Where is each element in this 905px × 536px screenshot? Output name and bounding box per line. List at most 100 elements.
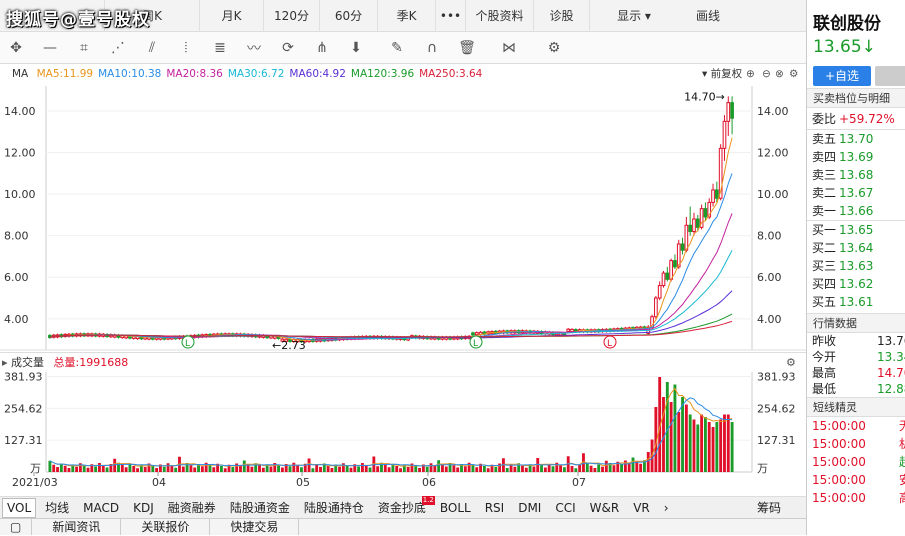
tab-related-quotes[interactable]: 关联报价 — [121, 519, 211, 535]
adjust-dropdown[interactable]: ▾ 前复权 — [702, 68, 743, 80]
volume-bar — [669, 402, 673, 472]
order-row[interactable]: 买二 13.64 — [812, 241, 874, 255]
rect-tool-icon[interactable]: ⌗ — [80, 40, 88, 56]
candle-body — [661, 272, 666, 287]
cycle-tool-icon[interactable]: ⟳ — [282, 40, 294, 56]
volume-bar — [601, 466, 604, 472]
indicator-tab[interactable]: W&R — [589, 500, 620, 515]
vol-gear-icon[interactable]: ⚙ — [786, 356, 796, 369]
indicator-tab[interactable]: 融资融券 — [167, 500, 216, 515]
order-row[interactable]: 卖一 13.66 — [812, 204, 874, 218]
indicator-tab[interactable]: MACD — [83, 500, 120, 515]
line-tool-icon[interactable]: — — [43, 40, 57, 56]
tab-60min[interactable]: 60分 — [320, 0, 378, 32]
indicator-tab[interactable]: 陆股通资金 — [229, 500, 290, 515]
indicator-tab[interactable]: VOL — [2, 497, 37, 518]
zoom-out-icon[interactable]: ⊖ — [762, 68, 771, 80]
volume-bar — [456, 467, 460, 472]
volume-bar — [94, 466, 98, 472]
eraser-tool-icon[interactable]: ✎ — [391, 40, 403, 56]
quote-header[interactable]: 行情数据 — [807, 313, 905, 333]
fan-tool-icon[interactable]: ⋰ — [111, 40, 125, 56]
indicator-tab[interactable]: DMI — [518, 500, 542, 515]
order-row[interactable]: 买三 13.63 — [812, 259, 874, 273]
indicator-tab[interactable]: BOLL — [439, 500, 471, 515]
sprite-header[interactable]: 短线精灵 — [807, 397, 905, 417]
indicator-tab[interactable]: 陆股通持仓 — [303, 500, 364, 515]
indicator-tab[interactable]: 资金抄底 1.2 — [377, 495, 435, 515]
orderbook-header[interactable]: 买卖档位与明细 — [807, 88, 905, 108]
sprite-row[interactable]: 15:00:00机 — [812, 437, 905, 451]
tab-quick-trade[interactable]: 快捷交易 — [210, 519, 300, 535]
zoom-in-icon[interactable]: ⊕ — [746, 68, 755, 80]
kline-chart[interactable]: 4.00 4.00 6.00 6.00 8.00 8.00 10.00 10.00 12.00 1… — [0, 0, 806, 535]
order-row[interactable]: 卖二 13.67 — [812, 186, 874, 200]
display-menu[interactable]: 显示 ▾ — [617, 8, 651, 23]
order-row[interactable]: 卖三 13.68 — [812, 168, 874, 182]
tab-quarterly[interactable]: 季K — [378, 0, 436, 32]
order-row[interactable]: 买一 13.65 — [812, 223, 874, 237]
order-row[interactable]: 卖五 13.70 — [812, 132, 874, 146]
volume-bar — [479, 463, 482, 472]
add-watchlist-button[interactable]: +自选 — [813, 66, 871, 86]
settings-icon[interactable]: ⚙ — [547, 40, 561, 56]
volume-bar — [139, 464, 143, 472]
candle-body — [680, 243, 685, 251]
volume-bar — [410, 463, 414, 472]
gann-tool-icon[interactable]: ⋔ — [316, 40, 328, 56]
tab-news[interactable]: 新闻资讯 — [32, 519, 122, 535]
pane-icon[interactable]: ▢ — [0, 519, 33, 535]
trash-tool-icon[interactable]: 🗑 — [458, 40, 476, 56]
gear-icon[interactable]: ⚙ — [789, 68, 799, 80]
volume-bar — [387, 467, 391, 472]
indicator-tab[interactable]: › — [663, 500, 669, 515]
volume-bar — [330, 468, 334, 472]
volume-bar — [570, 466, 574, 472]
tab-weekly[interactable]: 周K — [105, 0, 200, 32]
sprite-row[interactable]: 15:00:00高 — [812, 491, 905, 505]
tab-120min[interactable]: 120分 — [264, 0, 320, 32]
volume-bar — [82, 465, 86, 472]
volume-bar — [471, 465, 475, 472]
arrow-tool-icon[interactable]: ⬇ — [350, 40, 362, 56]
indicator-tab[interactable]: 均线 — [45, 500, 70, 515]
sprite-row[interactable]: 15:00:00安 — [812, 473, 905, 487]
volume-bar — [662, 397, 665, 472]
tab-diagnose[interactable]: 诊股 — [534, 0, 590, 32]
magnet-tool-icon[interactable]: ∩ — [426, 40, 438, 56]
volume-bar — [673, 384, 677, 472]
measure-tool-icon[interactable]: ≣ — [214, 40, 226, 56]
secondary-button[interactable] — [875, 66, 905, 86]
tab-stock-profile[interactable]: 个股资料 — [466, 0, 534, 32]
order-row[interactable]: 卖四 13.69 — [812, 150, 874, 164]
volume-bar — [528, 464, 532, 472]
sprite-row[interactable]: 15:00:00超 — [812, 455, 905, 469]
channel-tool-icon[interactable]: ⫽ — [148, 40, 156, 56]
tab-monthly[interactable]: 月K — [200, 0, 264, 32]
fib-tool-icon[interactable]: ⦙ — [184, 40, 188, 56]
volume-bar — [86, 467, 90, 472]
sprite-row[interactable]: 15:00:00无 — [812, 419, 905, 433]
more-button[interactable]: ••• — [436, 0, 466, 32]
indicator-tab[interactable]: 筹码 — [756, 500, 781, 515]
volume-bar — [574, 468, 578, 472]
draw-line-button[interactable]: 画线 — [695, 8, 720, 23]
collapse-icon[interactable]: ▸ — [2, 356, 8, 369]
indicator-tab[interactable]: RSI — [484, 500, 505, 515]
tab-daily[interactable] — [0, 0, 105, 32]
split-tool-icon[interactable]: ⋈ — [502, 40, 516, 56]
indicator-tab[interactable]: VR — [633, 500, 650, 515]
indicator-tab[interactable]: KDJ — [133, 500, 154, 515]
order-row[interactable]: 买四 13.62 — [812, 277, 874, 291]
volume-bar — [78, 463, 82, 472]
chart-area[interactable]: 周K 月K 120分 60分 季K ••• 个股资料 诊股 显示 ▾ 画线 搜狐… — [0, 0, 806, 535]
volume-bar — [547, 464, 551, 472]
move-tool-icon[interactable]: ✥ — [10, 40, 22, 56]
indicator-tab[interactable]: CCI — [555, 500, 576, 515]
volume-bar — [334, 464, 338, 472]
order-row[interactable]: 买五 13.61 — [812, 295, 874, 309]
wave-tool-icon[interactable]: 〰 — [247, 41, 261, 57]
candle-body — [695, 218, 700, 228]
close-icon[interactable]: ⊗ — [775, 68, 784, 80]
